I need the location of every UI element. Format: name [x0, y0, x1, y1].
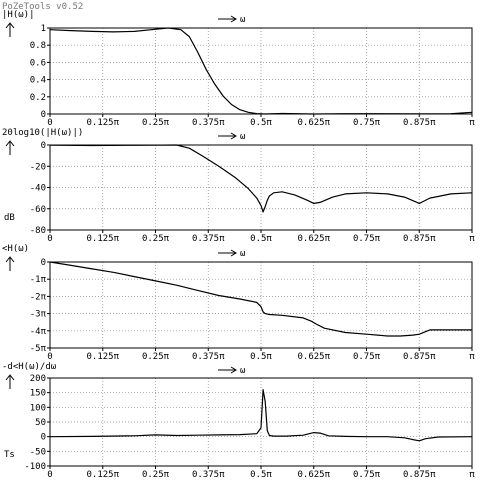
y-tick-label: 50 [35, 418, 46, 428]
y-tick-label: 150 [30, 389, 46, 399]
x-axis-label: ω [240, 15, 246, 25]
x-tick-label: 0.625π [297, 234, 330, 244]
y-tick-label: -3π [30, 310, 47, 320]
x-tick-label: 0.875π [403, 234, 436, 244]
x-tick-label: 0.375π [192, 118, 225, 128]
y-tick-label: 0 [41, 141, 46, 151]
x-tick-label: 0.25π [142, 118, 170, 128]
x-tick-label: 0.5π [250, 352, 272, 362]
panel-title: -d<H(ω)/dω [2, 362, 57, 372]
x-tick-label: 0.625π [297, 118, 330, 128]
x-direction-arrow-icon [218, 132, 237, 140]
y-direction-arrow-icon [5, 140, 15, 155]
series-line [49, 389, 473, 442]
y-axis-label: dB [4, 213, 15, 223]
x-tick-label: π [469, 234, 475, 244]
x-tick-label: 0.125π [86, 470, 119, 480]
series-line [49, 27, 473, 115]
y-tick-label: -1π [30, 275, 47, 285]
x-axis-label: ω [240, 366, 246, 376]
app-title: PoZeTools v0.52 [2, 2, 83, 12]
x-tick-label: 0.375π [192, 234, 225, 244]
y-tick-label: -60 [30, 205, 46, 215]
x-tick-label: 0.125π [86, 118, 119, 128]
x-tick-label: 0.875π [403, 118, 436, 128]
x-axis-label: ω [240, 132, 246, 142]
x-tick-label: 0.25π [142, 234, 170, 244]
y-tick-label: -40 [30, 184, 46, 194]
x-tick-label: 0.5π [250, 470, 272, 480]
y-tick-label: 200 [30, 374, 46, 384]
panel-title: <H(ω) [2, 244, 29, 254]
x-direction-arrow-icon [218, 15, 237, 23]
y-tick-label: -5π [30, 344, 47, 354]
y-tick-label: 0 [41, 433, 46, 443]
x-tick-label: 0.25π [142, 470, 170, 480]
x-tick-label: 0 [47, 470, 52, 480]
x-tick-label: π [469, 470, 475, 480]
y-tick-label: -80 [30, 226, 46, 236]
panel-1: |H(ω)| ω 1 0.8 0.6 0.4 0.2 00 0.125π 0.25π 0.375π 0… [2, 10, 475, 128]
y-direction-arrow-icon [5, 374, 15, 389]
x-axis-label: ω [240, 249, 246, 259]
x-tick-label: π [469, 118, 475, 128]
x-tick-label: 0.125π [86, 352, 119, 362]
panel-title: |H(ω)| [2, 10, 35, 20]
x-tick-label: 0.375π [192, 352, 225, 362]
x-tick-label: 0.75π [353, 352, 381, 362]
y-tick-label: 1 [41, 24, 46, 34]
x-tick-label: 0.25π [142, 352, 170, 362]
y-direction-arrow-icon [5, 22, 15, 37]
y-tick-label: -2π [30, 292, 47, 302]
y-tick-label: -4π [30, 327, 47, 337]
x-tick-label: 0.75π [353, 234, 381, 244]
x-tick-label: 0.875π [403, 470, 436, 480]
y-tick-label: 0.8 [30, 41, 46, 51]
y-tick-label: -100 [24, 462, 46, 472]
x-tick-label: 0.5π [250, 118, 272, 128]
x-tick-label: π [469, 352, 475, 362]
y-tick-label: 0.4 [30, 76, 46, 86]
y-tick-label: -50 [30, 447, 46, 457]
x-direction-arrow-icon [218, 366, 237, 374]
panel-title: 20log10(|H(ω)|) [2, 128, 83, 138]
panel-3: <H(ω) ω0-1π-2π-3π-4π-5π0 0.125π 0.25π 0.375π… [2, 244, 475, 362]
y-tick-label: 0 [41, 258, 46, 268]
x-tick-label: 0.625π [297, 470, 330, 480]
y-tick-label: 100 [30, 403, 46, 413]
panel-2: 20log10(|H(ω)|) ω0-20-40-60-800 0.125π 0.25… [2, 128, 475, 244]
y-tick-label: 0.2 [30, 93, 46, 103]
y-direction-arrow-icon [5, 256, 15, 271]
x-tick-label: 0 [47, 352, 52, 362]
series-line [49, 144, 473, 213]
x-tick-label: 0 [47, 234, 52, 244]
x-tick-label: 0 [47, 118, 52, 128]
y-tick-label: 0.6 [30, 58, 46, 68]
y-tick-label: 0 [41, 110, 46, 120]
y-axis-label: Ts [4, 450, 15, 460]
x-tick-label: 0.75π [353, 118, 381, 128]
series-line [49, 261, 472, 337]
x-direction-arrow-icon [218, 249, 237, 257]
x-tick-label: 0.75π [353, 470, 381, 480]
x-tick-label: 0.625π [297, 352, 330, 362]
x-tick-label: 0.5π [250, 234, 272, 244]
x-tick-label: 0.125π [86, 234, 119, 244]
y-tick-label: -20 [30, 162, 46, 172]
x-tick-label: 0.375π [192, 470, 225, 480]
x-tick-label: 0.875π [403, 352, 436, 362]
